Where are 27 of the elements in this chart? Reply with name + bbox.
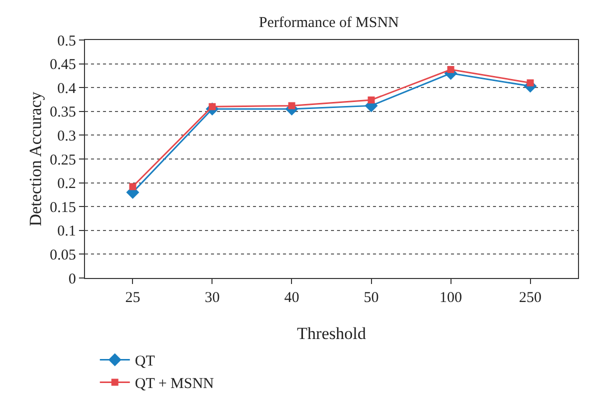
y-tick-label: 0.15 bbox=[50, 200, 76, 216]
x-tick-label: 50 bbox=[364, 290, 379, 306]
point bbox=[129, 183, 136, 190]
x-tick-label: 100 bbox=[440, 290, 462, 306]
y-tick-label: 0.25 bbox=[50, 152, 76, 168]
x-tick-label: 40 bbox=[284, 290, 300, 306]
x-tick-label: 30 bbox=[204, 290, 220, 306]
y-tick-label: 0.05 bbox=[50, 247, 76, 264]
y-tick-label: 0.5 bbox=[57, 33, 76, 50]
y-tick-label: 0.3 bbox=[57, 128, 76, 144]
point bbox=[368, 96, 375, 104]
point bbox=[447, 66, 454, 74]
y-tick-label: 0.2 bbox=[57, 176, 76, 192]
x-tick-label: 25 bbox=[125, 290, 140, 306]
legend-label: QT + MSNN bbox=[134, 376, 214, 392]
y-tick-label: 0.35 bbox=[50, 104, 76, 121]
x-axis-title: Threshold bbox=[297, 324, 366, 343]
y-tick-label: 0.45 bbox=[50, 57, 76, 74]
point bbox=[288, 102, 296, 110]
y-tick-label: 0 bbox=[68, 271, 76, 288]
y-tick-label: 0.1 bbox=[57, 224, 76, 240]
legend-label: QT bbox=[134, 354, 155, 370]
point bbox=[526, 79, 534, 86]
y-tick-label: 0.4 bbox=[57, 80, 76, 97]
chart-title: Performance of MSNN bbox=[258, 14, 400, 31]
y-axis-title: Detection Accuracy bbox=[26, 91, 45, 226]
x-tick-label: 250 bbox=[519, 290, 542, 306]
